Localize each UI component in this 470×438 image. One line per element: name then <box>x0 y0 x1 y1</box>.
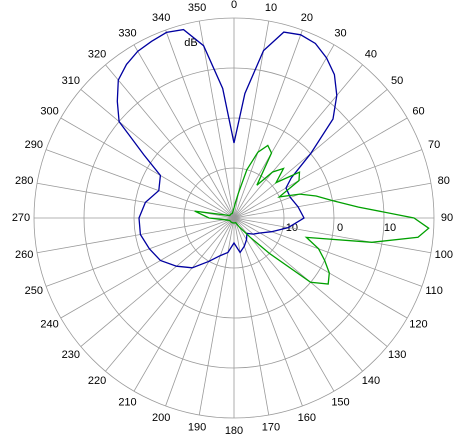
theta-tick-label: 290 <box>25 139 43 151</box>
r-tick-label: 0 <box>337 222 343 234</box>
grid-spoke <box>233 20 270 219</box>
theta-tick-label: 240 <box>40 318 58 330</box>
theta-tick-label: 100 <box>435 249 453 261</box>
grid-spoke <box>60 217 235 319</box>
grid-spoke <box>233 64 363 219</box>
theta-tick-label: 190 <box>188 422 206 434</box>
theta-tick-label: 330 <box>118 27 136 39</box>
grid-spoke <box>133 217 235 392</box>
grid-spoke <box>165 29 235 219</box>
grid-spoke <box>233 217 303 407</box>
grid-spoke <box>233 149 423 219</box>
theta-tick-label: 340 <box>152 12 170 24</box>
theta-tick-label: 40 <box>365 49 377 61</box>
theta-tick-label: 60 <box>412 105 424 117</box>
theta-tick-label: 50 <box>391 75 403 87</box>
theta-tick-label: 300 <box>40 105 58 117</box>
theta-tick-label: 310 <box>62 75 80 87</box>
theta-tick-label: 20 <box>301 12 313 24</box>
theta-tick-label: 80 <box>438 175 450 187</box>
grid-spoke <box>233 217 335 392</box>
theta-tick-label: 350 <box>188 2 206 14</box>
theta-tick-label: 260 <box>15 249 33 261</box>
theta-tick-label: 270 <box>12 212 30 224</box>
grid-spoke <box>45 149 235 219</box>
grid-spoke <box>198 20 235 219</box>
r-tick-label: 10 <box>384 222 396 234</box>
grid-spoke <box>80 89 235 219</box>
grid-spoke <box>165 217 235 407</box>
grid-spoke <box>105 217 235 372</box>
grid-spoke <box>45 217 235 287</box>
theta-tick-label: 30 <box>334 27 346 39</box>
theta-tick-label: 110 <box>425 285 443 297</box>
theta-tick-label: 0 <box>231 0 237 11</box>
grid-spoke <box>233 117 408 219</box>
grid-spoke <box>133 44 235 219</box>
grid-spoke <box>233 44 335 219</box>
grid-spoke <box>233 29 303 219</box>
theta-tick-label: 120 <box>409 318 427 330</box>
pattern-line <box>116 28 338 269</box>
grid-spoke <box>233 217 432 254</box>
grid-spoke <box>36 217 235 254</box>
theta-tick-label: 200 <box>152 412 170 424</box>
theta-tick-label: 180 <box>225 425 243 437</box>
theta-tick-label: 220 <box>88 375 106 387</box>
grid-spoke <box>80 217 235 347</box>
theta-tick-label: 320 <box>88 49 106 61</box>
theta-tick-label: 170 <box>262 422 280 434</box>
theta-tick-label: 150 <box>331 396 349 408</box>
theta-tick-label: 10 <box>265 2 277 14</box>
grid-spoke <box>233 217 423 287</box>
theta-tick-label: 230 <box>62 349 80 361</box>
grid-spoke <box>233 217 363 372</box>
theta-tick-label: 160 <box>298 412 316 424</box>
theta-tick-label: 130 <box>388 349 406 361</box>
theta-tick-label: 90 <box>441 212 453 224</box>
theta-tick-label: 70 <box>428 139 440 151</box>
grid-spoke <box>233 217 408 319</box>
grid-spoke <box>60 117 235 219</box>
pattern-line <box>194 144 430 285</box>
theta-tick-label: 210 <box>118 396 136 408</box>
theta-tick-label: 140 <box>362 375 380 387</box>
theta-tick-label: 280 <box>15 175 33 187</box>
r-axis-label: dB <box>184 37 197 49</box>
theta-tick-label: 250 <box>25 285 43 297</box>
grid-spoke <box>105 64 235 219</box>
